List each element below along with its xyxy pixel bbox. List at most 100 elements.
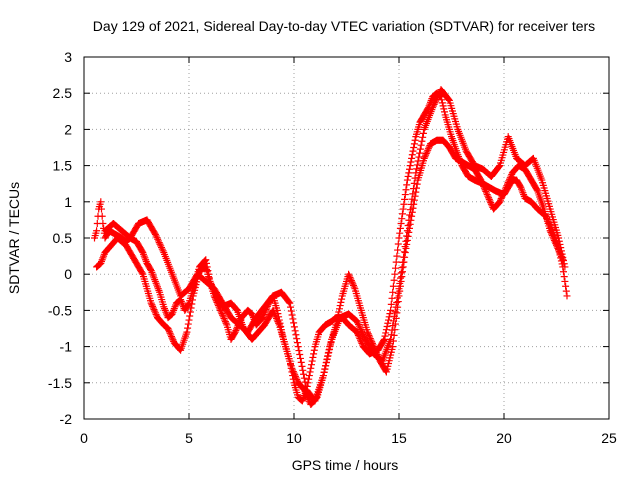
data-point: [290, 319, 298, 327]
data-point: [560, 257, 567, 265]
data-point: [291, 372, 299, 380]
data-point: [397, 269, 405, 277]
data-point: [422, 151, 430, 159]
data-point: [498, 193, 506, 201]
data-point: [297, 358, 305, 366]
data-point: [322, 362, 330, 370]
data-point: [153, 234, 161, 242]
data-point: [480, 184, 488, 192]
data-point: [345, 270, 353, 278]
data-point: [296, 354, 304, 362]
data-point: [394, 240, 402, 248]
data-point: [97, 198, 105, 206]
data-point: [169, 336, 177, 344]
data-point: [217, 308, 225, 316]
data-point: [422, 150, 430, 158]
data-point: [407, 200, 415, 208]
data-point: [393, 299, 401, 307]
data-point: [350, 283, 358, 291]
data-point: [403, 236, 411, 244]
x-axis-label: GPS time / hours: [292, 457, 399, 473]
data-point: [401, 195, 409, 203]
data-point: [354, 319, 362, 327]
data-point: [396, 279, 404, 287]
data-point: [559, 253, 567, 261]
data-point: [478, 179, 486, 187]
data-point: [99, 220, 107, 228]
data-point: [477, 176, 485, 184]
data-point: [419, 129, 427, 137]
data-point: [185, 316, 193, 324]
data-point: [219, 313, 227, 321]
data-point: [353, 317, 361, 325]
data-point: [389, 282, 397, 290]
data-point: [148, 301, 156, 309]
data-point: [147, 299, 155, 307]
data-point: [486, 197, 494, 205]
data-point: [151, 229, 159, 237]
data-point: [300, 370, 308, 378]
data-point: [411, 136, 419, 144]
data-point: [547, 228, 555, 236]
series-trace-c: [101, 86, 569, 405]
data-point: [402, 186, 410, 194]
data-point: [485, 195, 493, 203]
data-point: [387, 331, 395, 339]
data-point: [167, 331, 175, 339]
data-point: [401, 243, 409, 251]
chart-title: Day 129 of 2021, Sidereal Day-to-day VTE…: [93, 18, 595, 34]
x-tick-label: 0: [80, 430, 88, 446]
data-point: [411, 174, 419, 182]
data-point: [561, 263, 569, 271]
data-points: [91, 86, 571, 409]
data-point: [338, 295, 346, 303]
data-point: [307, 364, 315, 372]
data-point: [165, 328, 173, 336]
data-point: [270, 308, 278, 316]
data-point: [348, 278, 356, 286]
data-point: [482, 187, 490, 195]
data-point: [485, 194, 493, 202]
data-point: [326, 342, 334, 350]
grid-lines: [84, 57, 609, 419]
data-point: [415, 153, 423, 161]
data-point: [158, 244, 166, 252]
data-point: [322, 358, 330, 366]
x-tick-labels: 0 5 10 15 20 25: [80, 430, 617, 446]
data-point: [359, 330, 367, 338]
data-point: [222, 319, 230, 327]
data-point: [478, 178, 486, 186]
y-tick-label: 1.5: [53, 158, 73, 174]
data-point: [335, 308, 343, 316]
y-tick-label: 3: [64, 49, 72, 65]
data-point: [400, 253, 408, 261]
data-point: [168, 334, 176, 342]
data-point: [386, 310, 394, 318]
data-point: [398, 264, 406, 272]
y-tick-label: -1: [60, 339, 73, 355]
data-point: [301, 378, 309, 386]
data-point: [506, 175, 514, 183]
data-point: [392, 264, 399, 272]
data-point: [503, 182, 511, 190]
data-point: [412, 169, 420, 177]
data-point: [555, 237, 563, 245]
data-point: [152, 232, 160, 240]
data-point: [218, 310, 226, 318]
data-point: [358, 327, 366, 335]
data-point: [424, 146, 432, 154]
data-point: [501, 187, 509, 195]
x-tick-label: 15: [391, 430, 407, 446]
data-point: [441, 108, 448, 116]
data-point: [553, 241, 560, 249]
data-point: [409, 147, 417, 155]
data-point: [355, 322, 363, 330]
data-point: [389, 288, 397, 296]
data-point: [147, 265, 154, 273]
plot-frame: [83, 56, 610, 420]
data-point: [219, 311, 227, 319]
data-point: [138, 247, 146, 255]
data-point: [336, 302, 344, 310]
data-point: [404, 221, 412, 229]
